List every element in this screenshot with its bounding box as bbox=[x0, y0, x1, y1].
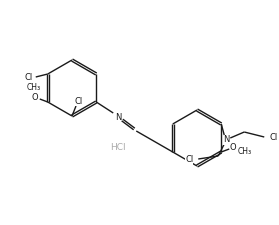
Text: HCl: HCl bbox=[110, 144, 126, 153]
Text: Cl: Cl bbox=[269, 133, 277, 142]
Text: N: N bbox=[115, 112, 121, 122]
Text: CH₃: CH₃ bbox=[237, 146, 251, 155]
Text: CH₃: CH₃ bbox=[27, 83, 41, 92]
Text: N: N bbox=[223, 135, 229, 144]
Text: Cl: Cl bbox=[75, 97, 83, 106]
Text: Cl: Cl bbox=[25, 74, 33, 83]
Text: O: O bbox=[32, 94, 38, 103]
Text: Cl: Cl bbox=[185, 155, 193, 164]
Text: O: O bbox=[230, 144, 237, 153]
